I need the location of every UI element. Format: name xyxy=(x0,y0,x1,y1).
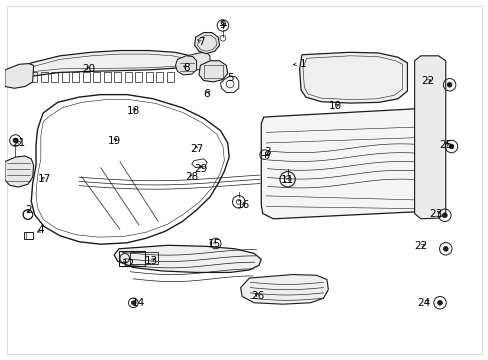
Text: 29: 29 xyxy=(194,164,207,174)
Bar xyxy=(41,72,47,82)
Bar xyxy=(24,232,33,239)
Text: 6: 6 xyxy=(203,89,209,99)
Circle shape xyxy=(442,213,447,218)
Text: 21: 21 xyxy=(13,138,26,148)
Text: 26: 26 xyxy=(251,291,264,301)
Bar xyxy=(82,72,89,82)
Polygon shape xyxy=(414,56,445,219)
Text: 25: 25 xyxy=(438,140,451,150)
Text: 11: 11 xyxy=(281,175,294,185)
Text: 7: 7 xyxy=(198,37,204,48)
Bar xyxy=(51,72,58,82)
Circle shape xyxy=(447,82,451,87)
Text: 17: 17 xyxy=(38,174,51,184)
Text: 2: 2 xyxy=(25,205,32,215)
Circle shape xyxy=(131,301,135,305)
Text: 13: 13 xyxy=(144,256,157,266)
Bar xyxy=(103,72,110,82)
Bar xyxy=(93,72,100,82)
Text: 18: 18 xyxy=(126,106,140,116)
Bar xyxy=(166,72,173,82)
Text: 19: 19 xyxy=(107,136,121,146)
Circle shape xyxy=(13,138,18,143)
Text: 24: 24 xyxy=(417,298,430,308)
Text: 23: 23 xyxy=(428,208,442,219)
Polygon shape xyxy=(9,50,194,83)
Text: 8: 8 xyxy=(183,63,190,73)
Bar xyxy=(114,72,121,82)
Bar xyxy=(135,72,142,82)
Text: 10: 10 xyxy=(328,101,342,111)
Text: 5: 5 xyxy=(226,73,233,83)
Bar xyxy=(130,252,158,264)
Text: 27: 27 xyxy=(189,144,203,154)
Circle shape xyxy=(443,246,447,251)
Polygon shape xyxy=(240,275,328,304)
Polygon shape xyxy=(5,64,34,88)
Text: 12: 12 xyxy=(122,259,135,269)
Polygon shape xyxy=(114,245,261,273)
Text: 4: 4 xyxy=(38,225,44,235)
Text: 28: 28 xyxy=(185,172,198,182)
Text: 1: 1 xyxy=(299,59,305,68)
Bar xyxy=(72,72,79,82)
Polygon shape xyxy=(175,56,196,75)
Text: 16: 16 xyxy=(236,200,250,210)
Text: 22: 22 xyxy=(420,76,433,86)
Text: 3: 3 xyxy=(264,147,270,157)
Bar xyxy=(30,72,37,82)
Bar xyxy=(119,251,144,266)
Text: 20: 20 xyxy=(82,64,95,74)
Polygon shape xyxy=(261,109,440,219)
Text: 15: 15 xyxy=(208,239,221,248)
Circle shape xyxy=(448,144,453,149)
Text: 14: 14 xyxy=(131,298,144,308)
Polygon shape xyxy=(194,32,219,54)
Bar xyxy=(61,72,68,82)
Bar xyxy=(124,72,131,82)
Text: 22: 22 xyxy=(413,241,427,251)
Polygon shape xyxy=(186,52,209,70)
Bar xyxy=(156,72,163,82)
Polygon shape xyxy=(299,52,407,103)
Text: 9: 9 xyxy=(219,20,226,30)
Polygon shape xyxy=(5,156,34,187)
Circle shape xyxy=(437,300,442,305)
Polygon shape xyxy=(199,61,227,82)
Bar xyxy=(145,72,152,82)
